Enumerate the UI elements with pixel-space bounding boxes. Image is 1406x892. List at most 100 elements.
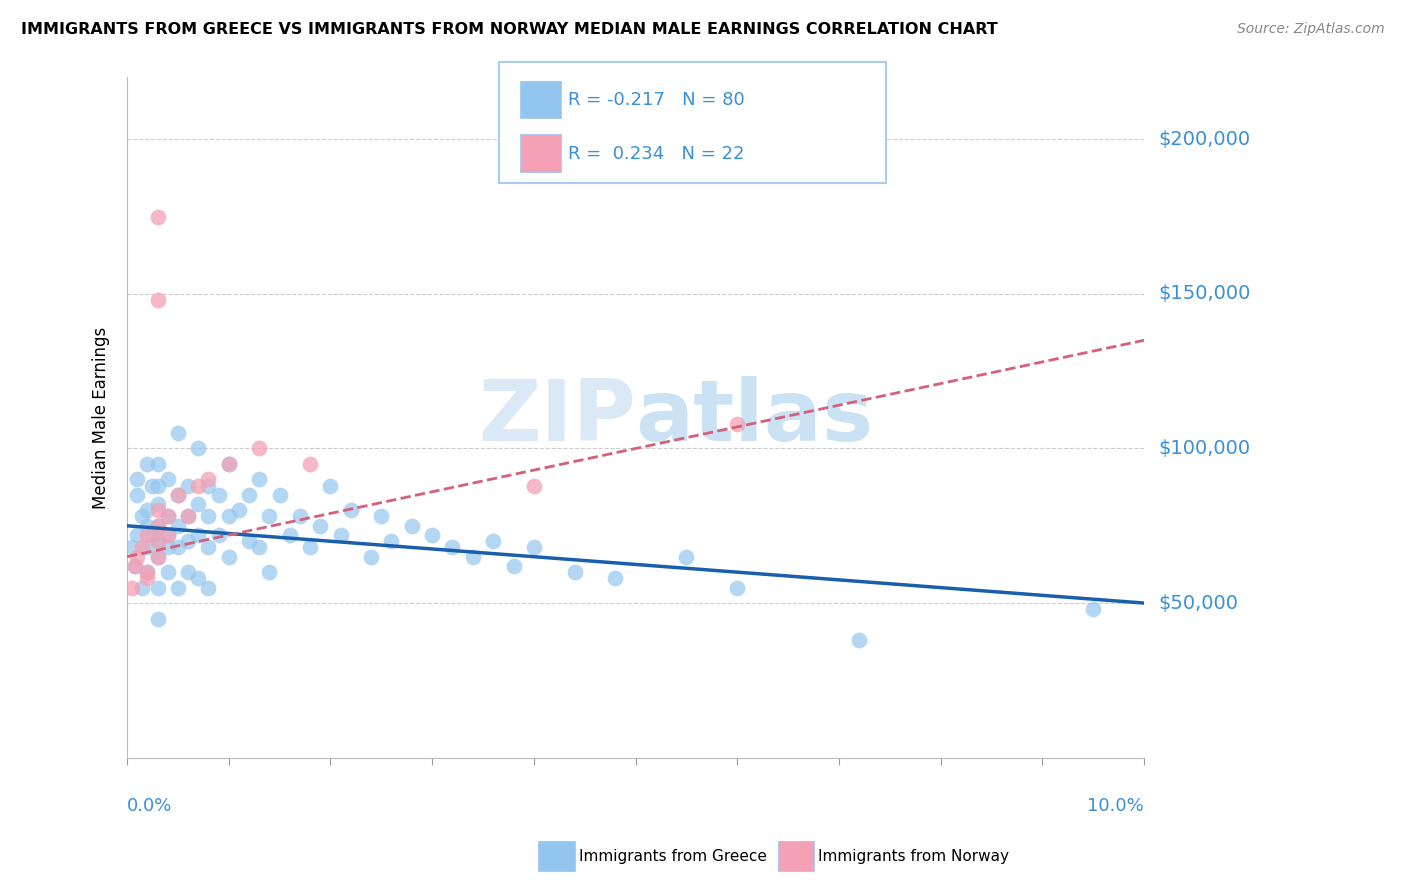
Text: Immigrants from Norway: Immigrants from Norway [818,849,1010,863]
Point [177,565,200,579]
Point [461,549,484,564]
Point [136,565,159,579]
Point [156,509,179,524]
Point [141,478,163,492]
Point [156,528,179,542]
Point [156,509,179,524]
Point [146,518,169,533]
Text: 10.0%: 10.0% [1087,797,1144,814]
Point [166,581,188,595]
Point [146,549,169,564]
Point [177,478,200,492]
Point [523,478,546,492]
Point [725,581,748,595]
Point [146,581,169,595]
Point [146,534,169,549]
Point [146,611,169,625]
Point [136,571,159,585]
Point [121,541,143,555]
Point [131,541,153,555]
Point [156,541,179,555]
Y-axis label: Median Male Earnings: Median Male Earnings [93,326,110,508]
Point [166,541,188,555]
Point [207,528,229,542]
Point [247,541,270,555]
Point [146,503,169,517]
Point [269,488,291,502]
Point [288,509,311,524]
Point [725,417,748,431]
Point [156,565,179,579]
Point [1083,602,1105,616]
Point [523,541,546,555]
Point [187,528,209,542]
Text: R = -0.217   N = 80: R = -0.217 N = 80 [568,91,745,110]
Point [141,528,163,542]
Point [605,571,627,585]
Point [136,457,159,471]
Point [247,442,270,456]
Text: Source: ZipAtlas.com: Source: ZipAtlas.com [1237,22,1385,37]
Point [136,565,159,579]
Point [124,558,146,573]
Point [166,425,188,440]
Point [197,581,219,595]
Point [564,565,586,579]
Text: $200,000: $200,000 [1159,129,1250,149]
Text: $50,000: $50,000 [1159,593,1239,613]
Point [299,541,322,555]
Point [136,528,159,542]
Point [166,488,188,502]
Point [218,509,240,524]
Point [146,210,169,224]
Point [177,509,200,524]
Point [127,488,149,502]
Point [177,509,200,524]
Point [329,528,352,542]
Point [218,457,240,471]
Point [136,503,159,517]
Point [166,518,188,533]
Point [370,509,392,524]
Point [259,565,281,579]
Point [197,472,219,486]
Point [146,478,169,492]
Point [238,534,260,549]
Point [309,518,332,533]
Point [127,549,149,564]
Point [187,442,209,456]
Point [238,488,260,502]
Point [247,472,270,486]
Point [127,528,149,542]
Point [218,549,240,564]
Point [146,549,169,564]
Point [502,558,524,573]
Point [127,472,149,486]
Text: R =  0.234   N = 22: R = 0.234 N = 22 [568,145,745,163]
Text: ZIP: ZIP [478,376,636,459]
Point [166,488,188,502]
Text: $100,000: $100,000 [1159,439,1250,458]
Point [187,497,209,511]
Point [136,541,159,555]
Point [124,558,146,573]
Point [401,518,423,533]
Text: IMMIGRANTS FROM GREECE VS IMMIGRANTS FROM NORWAY MEDIAN MALE EARNINGS CORRELATIO: IMMIGRANTS FROM GREECE VS IMMIGRANTS FRO… [21,22,998,37]
Point [146,518,169,533]
Point [156,528,179,542]
Point [380,534,402,549]
Point [131,509,153,524]
Point [187,478,209,492]
Point [278,528,301,542]
Point [146,534,169,549]
Point [482,534,505,549]
Text: atlas: atlas [636,376,873,459]
Point [420,528,443,542]
Point [259,509,281,524]
Point [177,534,200,549]
Text: $150,000: $150,000 [1159,285,1250,303]
Point [187,571,209,585]
Point [156,472,179,486]
Point [146,293,169,307]
Point [228,503,250,517]
